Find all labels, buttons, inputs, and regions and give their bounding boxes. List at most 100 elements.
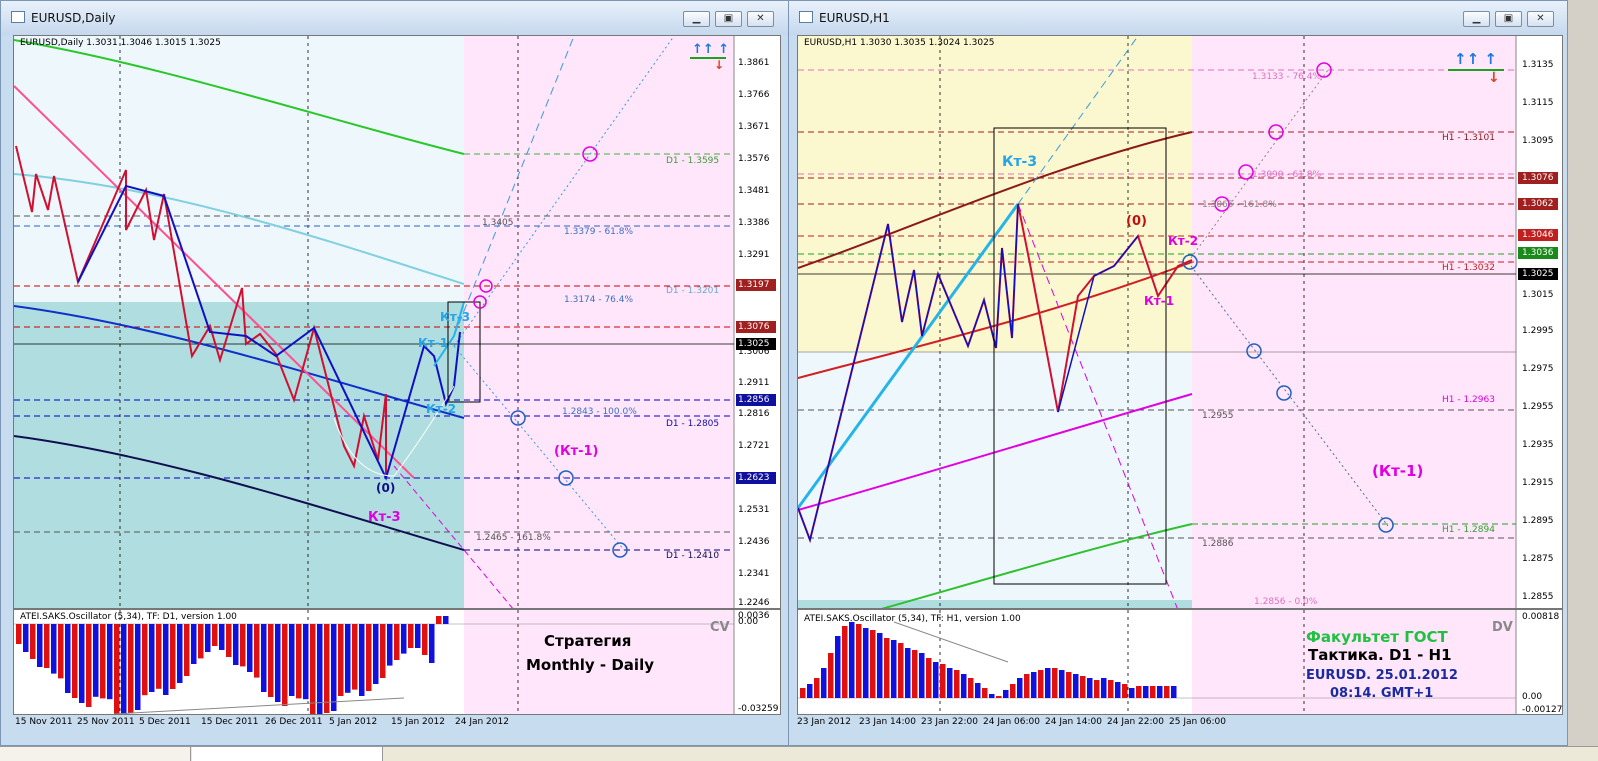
wave-label: (Кт-1) (1372, 462, 1424, 480)
wave-label: Кт-1 (1144, 294, 1175, 308)
oscillator-bar (149, 624, 155, 692)
oscillator-bar (247, 624, 253, 672)
oscillator-bar (1122, 684, 1128, 698)
wave-label: Кт-1 (418, 336, 449, 350)
right-price-chart[interactable]: EURUSD,H1 1.3030 1.3035 1.3024 1.3025 1.… (797, 35, 1563, 609)
oscillator-bar (835, 636, 841, 698)
right-oscillator[interactable]: ATEI.SAKS.Oscillator (5,34), TF: H1, ver… (797, 609, 1563, 715)
minimize-button[interactable]: ▁ (683, 11, 710, 27)
wave-label: (0) (1126, 214, 1147, 229)
right-chart-window: EURUSD,H1 ▁ ▣ ✕ (788, 0, 1568, 746)
oscillator-bar (79, 624, 85, 703)
oscillator-bar (135, 624, 141, 710)
oscillator-label: ATEI.SAKS.Oscillator (5,34), TF: H1, ver… (804, 614, 1021, 624)
oscillator-bar (429, 624, 435, 663)
oscillator-bar (422, 624, 428, 655)
level-label: D1 - 1.3201 (666, 286, 720, 296)
oscillator-bar (982, 688, 988, 698)
level-label: 1.2856 - 0.0% (1254, 597, 1318, 607)
oscillator-bar (331, 624, 337, 711)
oscillator-bar (800, 688, 806, 698)
oscillator-bar (898, 643, 904, 698)
oscillator-bar (1010, 684, 1016, 698)
level-label: 1.3405 (482, 218, 514, 228)
oscillator-bar (1164, 686, 1170, 698)
wave-label: Кт-2 (426, 402, 457, 416)
oscillator-bar (1052, 668, 1058, 698)
chart-tab[interactable] (192, 747, 383, 761)
left-oscillator[interactable]: ATEI.SAKS.Oscillator (5,34), TF: D1, ver… (13, 609, 781, 715)
faculty-title: Факультет ГОСТ (1306, 628, 1448, 646)
minimize-button[interactable]: ▁ (1463, 11, 1490, 27)
oscillator-bar (1157, 686, 1163, 698)
oscillator-bar (338, 624, 344, 696)
level-label: H1 - 1.3101 (1442, 133, 1495, 143)
oscillator-bar (884, 638, 890, 698)
arrow-down-icon: ↓ (1488, 70, 1500, 86)
oscillator-bar (373, 624, 379, 684)
oscillator-bar (1101, 678, 1107, 698)
level-label: 1.2886 (1202, 539, 1234, 549)
oscillator-bar (345, 624, 351, 693)
price-scale: 1.3135 1.3115 1.3095 1.3076 1.3062 1.304… (1522, 60, 1554, 602)
right-titlebar[interactable]: EURUSD,H1 ▁ ▣ ✕ (789, 1, 1567, 35)
oscillator-bar (1031, 672, 1037, 698)
time-line: 08:14. GMT+1 (1330, 686, 1434, 701)
level-label: 1.2955 (1202, 411, 1234, 421)
level-label: 1.3065 - 161.8% (1202, 200, 1277, 210)
strategy-title: Стратегия (544, 632, 632, 650)
left-price-chart[interactable]: EURUSD,Daily 1.3031 1.3046 1.3015 1.3025… (13, 35, 781, 609)
oscillator-bar (1080, 676, 1086, 698)
oscillator-bar (807, 684, 813, 698)
maximize-button[interactable]: ▣ (715, 11, 742, 27)
arrow-down-icon: ↓ (714, 58, 725, 72)
oscillator-bar (93, 624, 99, 697)
oscillator-bar (170, 624, 176, 689)
oscillator-bar (30, 624, 36, 659)
oscillator-bar (114, 624, 120, 714)
left-titlebar[interactable]: EURUSD,Daily ▁ ▣ ✕ (1, 1, 789, 35)
oscillator-bar (891, 640, 897, 698)
oscillator-bar (1038, 670, 1044, 698)
oscillator-bar (1059, 670, 1065, 698)
oscillator-bar (65, 624, 71, 693)
oscillator-bar (1024, 674, 1030, 698)
wave-label: Кт-3 (1002, 154, 1038, 170)
oscillator-bar (954, 670, 960, 698)
oscillator-bar (814, 678, 820, 698)
oscillator-bar (401, 624, 407, 654)
oscillator-bar (863, 628, 869, 698)
oscillator-bar (23, 624, 29, 652)
arrow-up-icon: ↑↑ ↑ (692, 42, 730, 57)
maximize-button[interactable]: ▣ (1495, 11, 1522, 27)
level-label: 1.3379 - 61.8% (564, 227, 634, 237)
wave-label: Кт-3 (368, 510, 401, 525)
oscillator-bar (947, 668, 953, 698)
oscillator-bar (359, 624, 365, 696)
oscillator-bar (877, 633, 883, 698)
oscillator-bar (842, 626, 848, 698)
chart-tab[interactable] (0, 747, 191, 761)
close-button[interactable]: ✕ (747, 11, 774, 27)
oscillator-bar (380, 624, 386, 678)
oscillator-bar (72, 624, 78, 698)
level-label: H1 - 1.2894 (1442, 525, 1495, 535)
oscillator-label: ATEI.SAKS.Oscillator (5,34), TF: D1, ver… (20, 612, 237, 622)
close-button[interactable]: ✕ (1527, 11, 1554, 27)
oscillator-bar (849, 622, 855, 698)
oscillator-bar (415, 624, 421, 648)
oscillator-bar (1143, 686, 1149, 698)
oscillator-bar (926, 658, 932, 698)
oscillator-bar (821, 668, 827, 698)
left-time-axis: 15 Nov 2011 25 Nov 2011 5 Dec 2011 15 De… (15, 717, 509, 727)
oscillator-bar (16, 624, 22, 644)
level-label: 1.2465 - 161.8% (476, 533, 551, 543)
right-symbol-info: EURUSD,H1 1.3030 1.3035 1.3024 1.3025 (804, 38, 995, 48)
oscillator-bar (303, 624, 309, 700)
oscillator-bar (919, 653, 925, 698)
right-time-axis: 23 Jan 2012 23 Jan 14:00 23 Jan 22:00 24… (797, 717, 1226, 727)
oscillator-tag: DV (1492, 620, 1513, 635)
oscillator-bar (121, 624, 127, 714)
oscillator-bar (408, 624, 414, 648)
oscillator-bar (912, 650, 918, 698)
